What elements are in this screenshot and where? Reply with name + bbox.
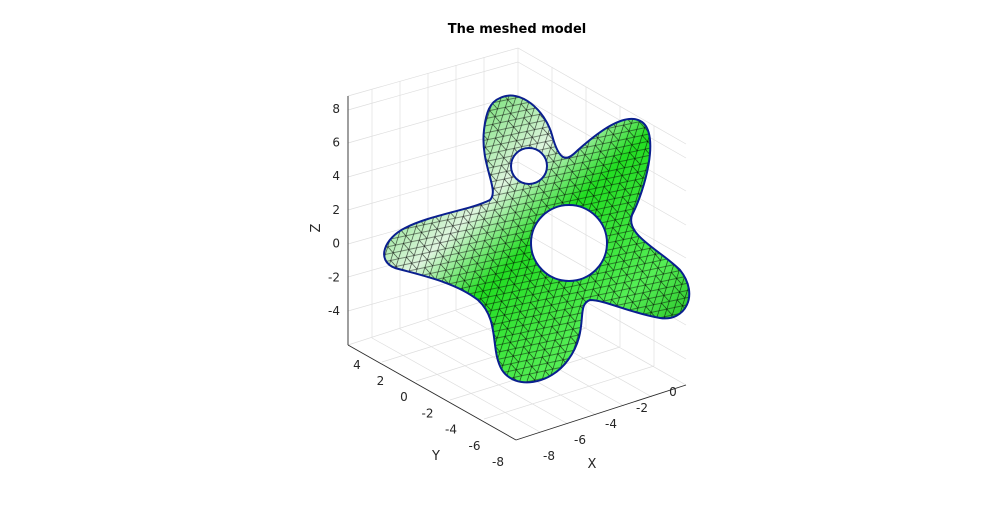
y-tick-label: -6: [469, 439, 481, 453]
x-tick-label: -2: [636, 401, 648, 415]
z-axis-label: Z: [309, 223, 324, 232]
z-tick-label: -2: [328, 270, 340, 284]
x-tick-labels: -8 -6 -4 -2 0: [543, 385, 677, 463]
z-tick-label: 0: [332, 237, 340, 251]
z-tick-label: 6: [332, 136, 340, 150]
z-tick-label: -4: [328, 304, 340, 318]
x-axis-label: X: [588, 457, 597, 472]
y-axis-label: Y: [431, 449, 440, 464]
z-tick-label: 4: [332, 169, 340, 183]
meshed-surface: [384, 95, 690, 383]
y-tick-label: 0: [400, 390, 408, 404]
z-tick-label: 2: [332, 203, 340, 217]
mesh-boundary: [383, 94, 691, 384]
x-tick-label: 0: [669, 385, 677, 399]
y-tick-label: 4: [353, 358, 361, 372]
x-tick-label: -8: [543, 449, 555, 463]
x-tick-label: -4: [605, 417, 617, 431]
y-tick-label: -8: [492, 455, 504, 469]
y-tick-labels: -8 -6 -4 -2 0 2 4: [353, 358, 504, 469]
y-tick-label: 2: [377, 374, 385, 388]
chart-title: The meshed model: [448, 22, 587, 37]
large-hole: [530, 204, 608, 282]
y-tick-label: -2: [422, 406, 434, 420]
z-tick-labels: -4 -2 0 2 4 6 8: [328, 102, 340, 318]
small-hole: [510, 147, 548, 185]
y-tick-label: -4: [445, 423, 457, 437]
x-tick-label: -6: [574, 433, 586, 447]
z-tick-label: 8: [332, 102, 340, 116]
